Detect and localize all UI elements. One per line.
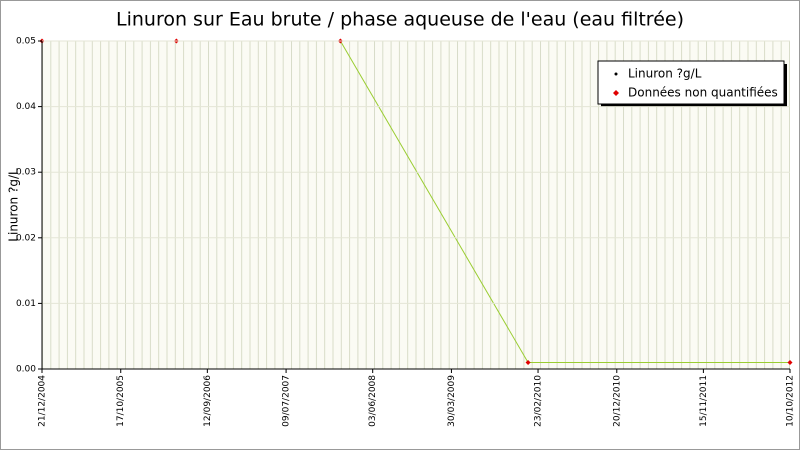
x-tick-label: 15/11/2011	[699, 375, 709, 427]
legend: Linuron ?g/L Données non quantifiées	[597, 60, 787, 107]
x-tick-label: 21/12/2004	[38, 375, 48, 427]
legend-label: Linuron ?g/L	[628, 67, 702, 81]
y-tick-label: 0.02	[16, 233, 36, 243]
x-tick-label: 10/10/2012	[786, 375, 796, 427]
chart-title: Linuron sur Eau brute / phase aqueuse de…	[116, 9, 684, 31]
x-tick-label: 12/09/2006	[203, 375, 213, 427]
y-tick-label: 0.04	[16, 102, 36, 112]
x-tick-label: 23/02/2010	[534, 375, 544, 427]
y-tick-label: 0.01	[16, 299, 36, 309]
legend-box	[597, 60, 785, 105]
x-tick-label: 17/10/2005	[116, 375, 126, 427]
legend-label: Données non quantifiées	[628, 86, 778, 100]
nq-marker	[787, 359, 793, 365]
y-tick-label: 0.03	[16, 168, 36, 178]
y-tick-label: 0.00	[16, 365, 36, 375]
x-tick-label: 09/07/2007	[282, 375, 292, 427]
y-tick-label: 0.05	[16, 37, 36, 47]
legend-symbol	[613, 90, 619, 96]
x-tick-label: 20/12/2010	[612, 375, 622, 427]
nq-marker	[525, 359, 531, 365]
x-tick-label: 30/03/2009	[447, 375, 457, 427]
y-axis-label: Linuron ?g/L	[7, 168, 21, 242]
legend-symbol	[614, 72, 618, 76]
x-tick-label: 03/06/2008	[368, 375, 378, 427]
